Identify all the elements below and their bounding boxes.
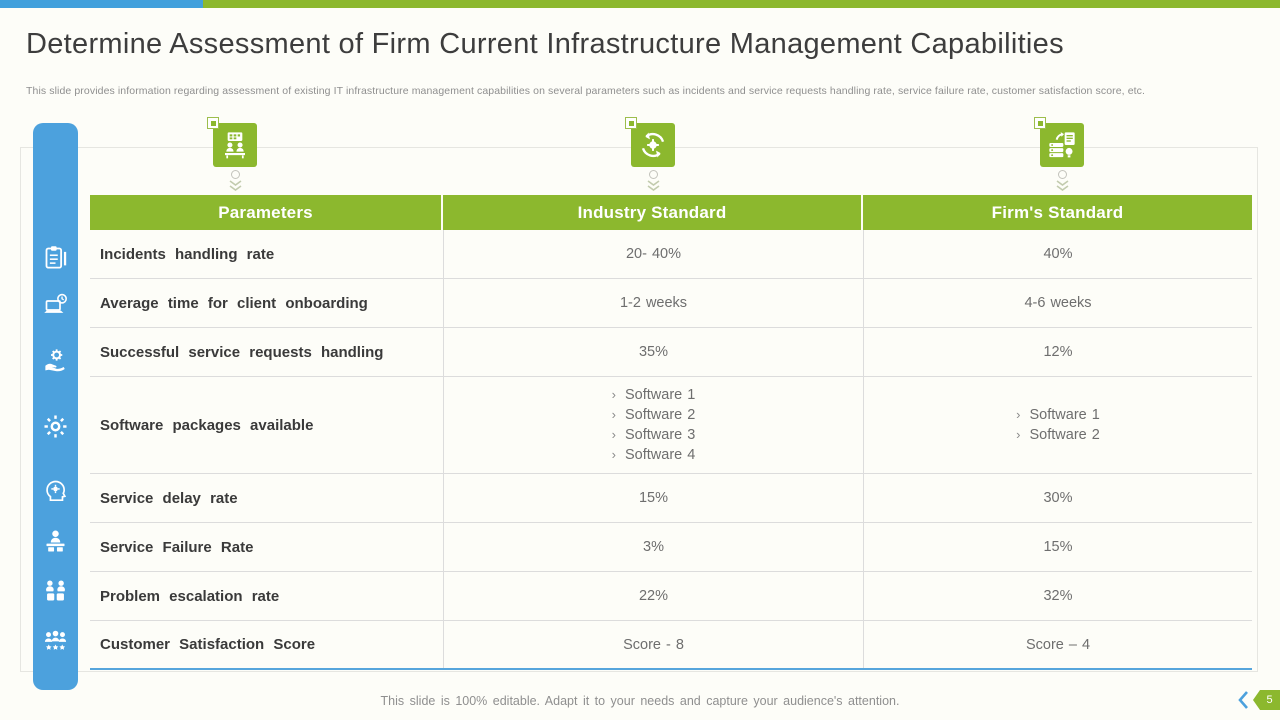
data-server-icon [1034,117,1084,167]
list-bullet: › [1016,427,1021,442]
list-item: › Software 2 [612,405,696,425]
table-row: Software packages available › Software 1 … [90,377,1252,474]
trainer-desk-icon [42,527,69,554]
top-accent-bar-green [0,0,1280,8]
list-bullet: › [611,387,616,402]
table-row: Customer Satisfaction Score Score - 8 Sc… [90,621,1252,670]
top-accent-bar-blue [0,0,203,8]
industry-value: 15% [443,474,863,522]
previous-page-chevron-icon[interactable] [1237,690,1250,710]
clipboard-checklist-icon [42,244,69,271]
firm-value: 4-6 weeks [863,279,1252,327]
laptop-clock-icon [42,292,69,319]
chevron-down-icon [1056,180,1068,191]
gear-icon [42,413,69,440]
slide-description: This slide provides information regardin… [26,85,1146,97]
selection-handle [1034,117,1046,129]
list-item: › Software 2 [1016,425,1100,445]
page-navigation: 5 [1237,690,1280,710]
chevron-down-icon [229,180,241,191]
software-list: › Software 1 › Software 2 [1016,397,1100,453]
industry-value: 3% [443,523,863,571]
head-gears-icon [42,476,69,503]
column-header-firms-standard: Firm's Standard [863,195,1252,230]
table-row: Incidents handling rate 20- 40% 40% [90,230,1252,279]
firm-value: 40% [863,230,1252,278]
firm-value: › Software 1 › Software 2 [863,377,1252,473]
footer-note: This slide is 100% editable. Adapt it to… [380,694,900,708]
list-item-label: Software 4 [625,447,696,463]
list-item-label: Software 1 [625,387,696,403]
list-item-label: Software 2 [625,407,696,423]
connector-down [631,170,675,192]
firm-value: 15% [863,523,1252,571]
list-bullet: › [1016,407,1021,422]
puzzle-people-icon [42,577,69,604]
list-item-label: Software 3 [625,427,696,443]
icon-sidebar [33,123,78,690]
list-item: › Software 1 [612,385,696,405]
industry-value: 35% [443,328,863,376]
firm-value: 30% [863,474,1252,522]
firm-value: Score – 4 [863,621,1252,668]
page-number-badge[interactable]: 5 [1253,690,1280,710]
connector-circle [648,170,658,179]
connector-down [213,170,257,192]
team-building-icon [207,117,257,167]
parameter-label: Service delay rate [100,489,238,507]
team-stars-icon [42,627,69,654]
table-row: Service delay rate 15% 30% [90,474,1252,523]
list-item-label: Software 1 [1029,407,1100,423]
table-row: Service Failure Rate 3% 15% [90,523,1252,572]
connector-circle [1057,170,1067,179]
table-row: Successful service requests handling 35%… [90,328,1252,377]
table-header-row: Parameters Industry Standard Firm's Stan… [90,195,1252,230]
selection-handle [625,117,637,129]
table-row: Problem escalation rate 22% 32% [90,572,1252,621]
connector-down [1040,170,1084,192]
software-list: › Software 1 › Software 2 › Software 3 › Sof… [612,377,696,473]
page-title: Determine Assessment of Firm Current Inf… [26,28,1064,60]
parameter-label: Service Failure Rate [100,538,254,556]
list-bullet: › [611,447,616,462]
industry-value: 22% [443,572,863,620]
industry-value: › Software 1 › Software 2 › Software 3 › Sof… [443,377,863,473]
column-header-industry-standard: Industry Standard [443,195,863,230]
parameter-label: Problem escalation rate [100,587,280,605]
parameter-label: Software packages available [100,416,314,434]
chevron-down-icon [647,180,659,191]
assessment-table: Parameters Industry Standard Firm's Stan… [90,195,1252,670]
industry-value: 20- 40% [443,230,863,278]
selection-handle [207,117,219,129]
firm-value: 12% [863,328,1252,376]
parameter-label: Successful service requests handling [100,343,384,361]
column-header-parameters: Parameters [90,195,443,230]
parameter-label: Customer Satisfaction Score [100,636,316,653]
hand-gear-icon [42,346,69,373]
list-item: › Software 3 [612,425,696,445]
list-item-label: Software 2 [1029,427,1100,443]
industry-value: 1-2 weeks [443,279,863,327]
table-row: Average time for client onboarding 1-2 w… [90,279,1252,328]
list-bullet: › [611,407,616,422]
list-bullet: › [611,427,616,442]
parameter-label: Incidents handling rate [100,245,275,263]
industry-value: Score - 8 [443,621,863,668]
connector-circle [230,170,240,179]
process-gear-icon [625,117,675,167]
firm-value: 32% [863,572,1252,620]
list-item: › Software 4 [612,445,696,465]
parameter-label: Average time for client onboarding [100,294,368,312]
list-item: › Software 1 [1016,405,1100,425]
